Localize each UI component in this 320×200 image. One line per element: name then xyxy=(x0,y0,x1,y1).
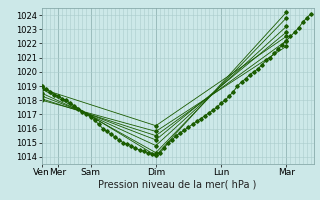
X-axis label: Pression niveau de la mer( hPa ): Pression niveau de la mer( hPa ) xyxy=(99,180,257,190)
